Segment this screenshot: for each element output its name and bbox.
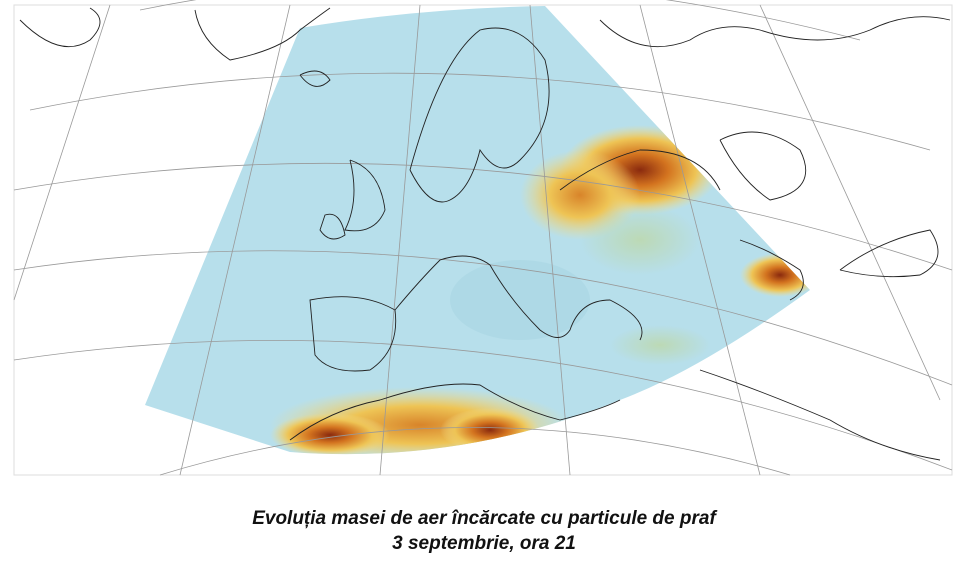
caption-line: 3 septembrie, ora 21 [392, 533, 576, 554]
coastlines [19, 7, 951, 461]
caption-line: Evoluția masei de aer încărcate cu parti… [252, 508, 716, 529]
graticule [13, 0, 953, 476]
